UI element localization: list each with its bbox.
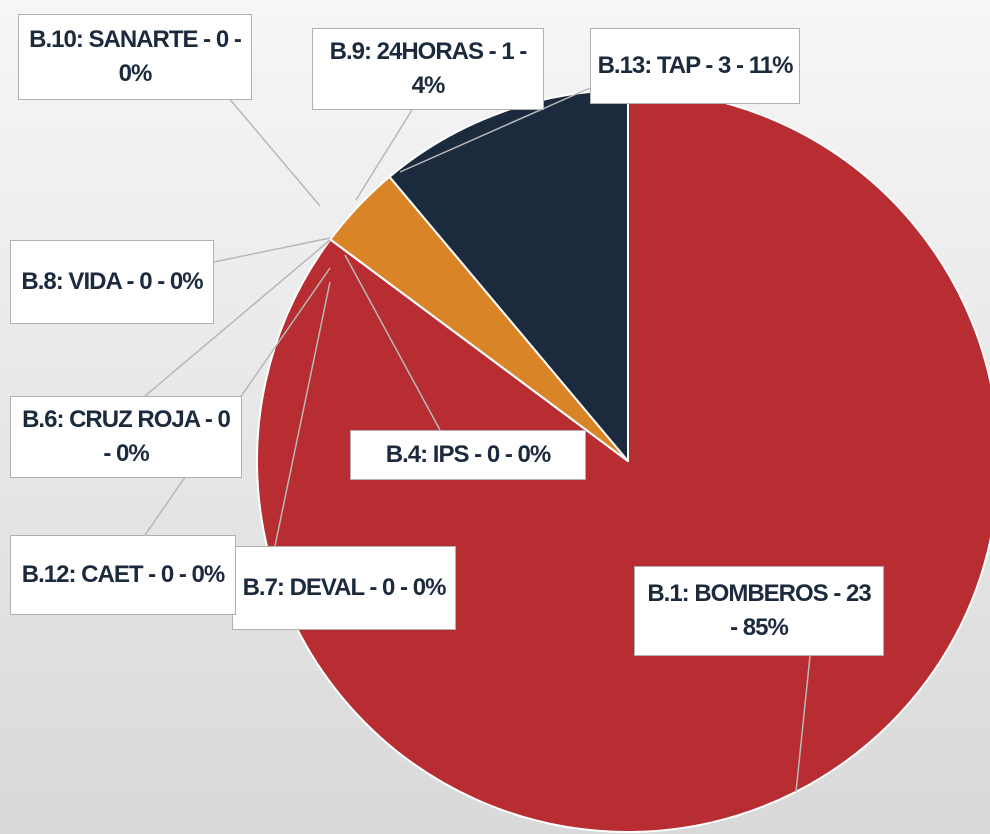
data-label: B.8: VIDA - 0 - 0% [10, 240, 214, 324]
data-label: B.1: BOMBEROS - 23 - 85% [634, 566, 884, 656]
leader-line [399, 87, 591, 173]
data-label: B.12: CAET - 0 - 0% [10, 535, 236, 615]
leader-line [144, 239, 331, 397]
leader-line [274, 281, 331, 547]
leader-line [355, 109, 413, 201]
data-label: B.6: CRUZ ROJA - 0 - 0% [10, 396, 242, 478]
data-label: B.9: 24HORAS - 1 - 4% [312, 28, 544, 110]
data-label: B.13: TAP - 3 - 11% [590, 28, 800, 104]
data-label: B.4: IPS - 0 - 0% [350, 430, 586, 480]
data-label: B.10: SANARTE - 0 - 0% [18, 14, 252, 100]
leader-line [795, 655, 811, 793]
leader-line [221, 89, 321, 207]
leader-line [213, 237, 331, 263]
data-label: B.7: DEVAL - 0 - 0% [232, 546, 456, 630]
leader-line [344, 254, 441, 431]
